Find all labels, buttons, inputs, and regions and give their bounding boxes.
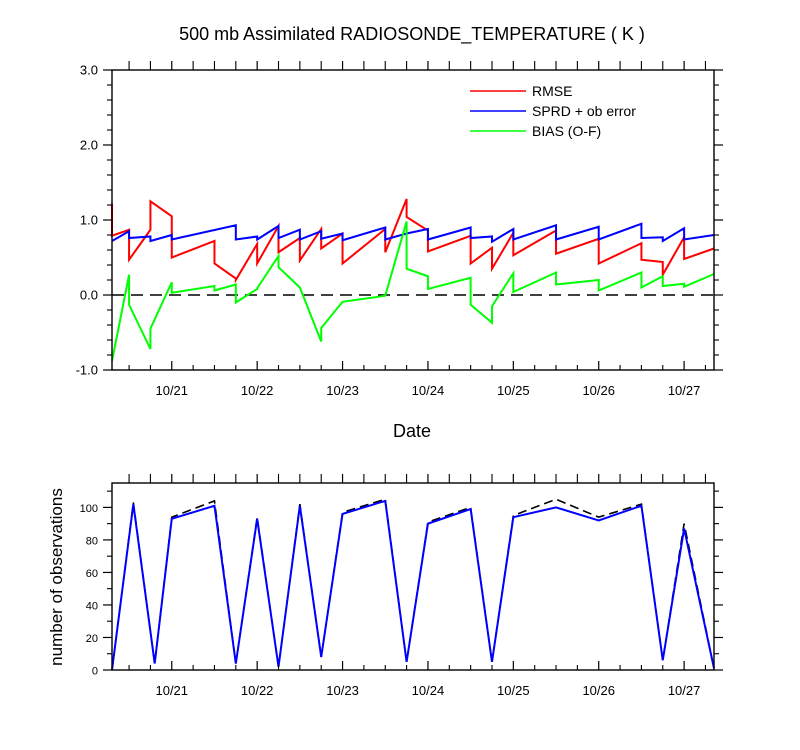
axis-ticks [103, 474, 723, 671]
y-tick-label: 60 [86, 568, 98, 580]
x-tick-label: 10/26 [582, 683, 615, 698]
y-tick-label: -1.0 [76, 363, 98, 378]
y-tick-label: 80 [86, 535, 98, 547]
y-tick-label: 100 [80, 503, 98, 515]
x-tick-label: 10/23 [326, 683, 359, 698]
legend-label-bias: BIAS (O-F) [532, 123, 601, 139]
x-tick-label: 10/24 [412, 383, 445, 398]
y-tick-label: 0.0 [80, 288, 98, 303]
y-tick-label: 3.0 [80, 63, 98, 78]
legend-label-rmse: RMSE [532, 83, 572, 99]
x-tick-label: 10/21 [155, 383, 188, 398]
axis-ticks [103, 61, 723, 371]
series-line-sprd-ob-error [111, 222, 715, 244]
x-tick-label: 10/21 [155, 683, 188, 698]
series-line-assimilated [111, 499, 715, 671]
x-tick-label: 10/26 [582, 383, 615, 398]
chart-title: 500 mb Assimilated RADIOSONDE_TEMPERATUR… [179, 24, 645, 45]
x-tick-label: 10/22 [241, 383, 274, 398]
legend: RMSE SPRD + ob error BIAS (O-F) [470, 83, 636, 139]
tick-labels: 10/21 10/22 10/23 10/24 10/25 10/26 10/27 0 20 40… [80, 503, 701, 698]
bottom-chart: number of observations 10/21 10/22 10/23 10… [47, 474, 723, 698]
y-axis-label: number of observations [47, 488, 66, 666]
y-tick-label: 1.0 [80, 213, 98, 228]
tick-labels: 10/21 10/22 10/23 10/24 10/25 10/26 10/27 -1.0 0… [76, 63, 701, 399]
y-tick-label: 40 [86, 600, 98, 612]
series-line-possible [111, 498, 715, 671]
x-tick-label: 10/23 [326, 383, 359, 398]
x-tick-label: 10/27 [668, 683, 701, 698]
top-chart: 500 mb Assimilated RADIOSONDE_TEMPERATUR… [76, 24, 723, 441]
legend-label-sprd: SPRD + ob error [532, 103, 636, 119]
series-line-bias-o-f [111, 221, 715, 362]
x-tick-label: 10/24 [412, 683, 445, 698]
series-layer [111, 498, 715, 671]
x-tick-label: 10/25 [497, 683, 530, 698]
y-tick-label: 2.0 [80, 138, 98, 153]
x-tick-label: 10/25 [497, 383, 530, 398]
series-line-rmse [111, 198, 715, 284]
y-tick-label: 20 [86, 633, 98, 645]
series-layer [111, 198, 715, 362]
plot-frame [111, 482, 715, 671]
x-axis-label: Date [393, 421, 431, 441]
x-tick-label: 10/27 [668, 383, 701, 398]
x-tick-label: 10/22 [241, 683, 274, 698]
y-tick-label: 0 [92, 666, 98, 678]
